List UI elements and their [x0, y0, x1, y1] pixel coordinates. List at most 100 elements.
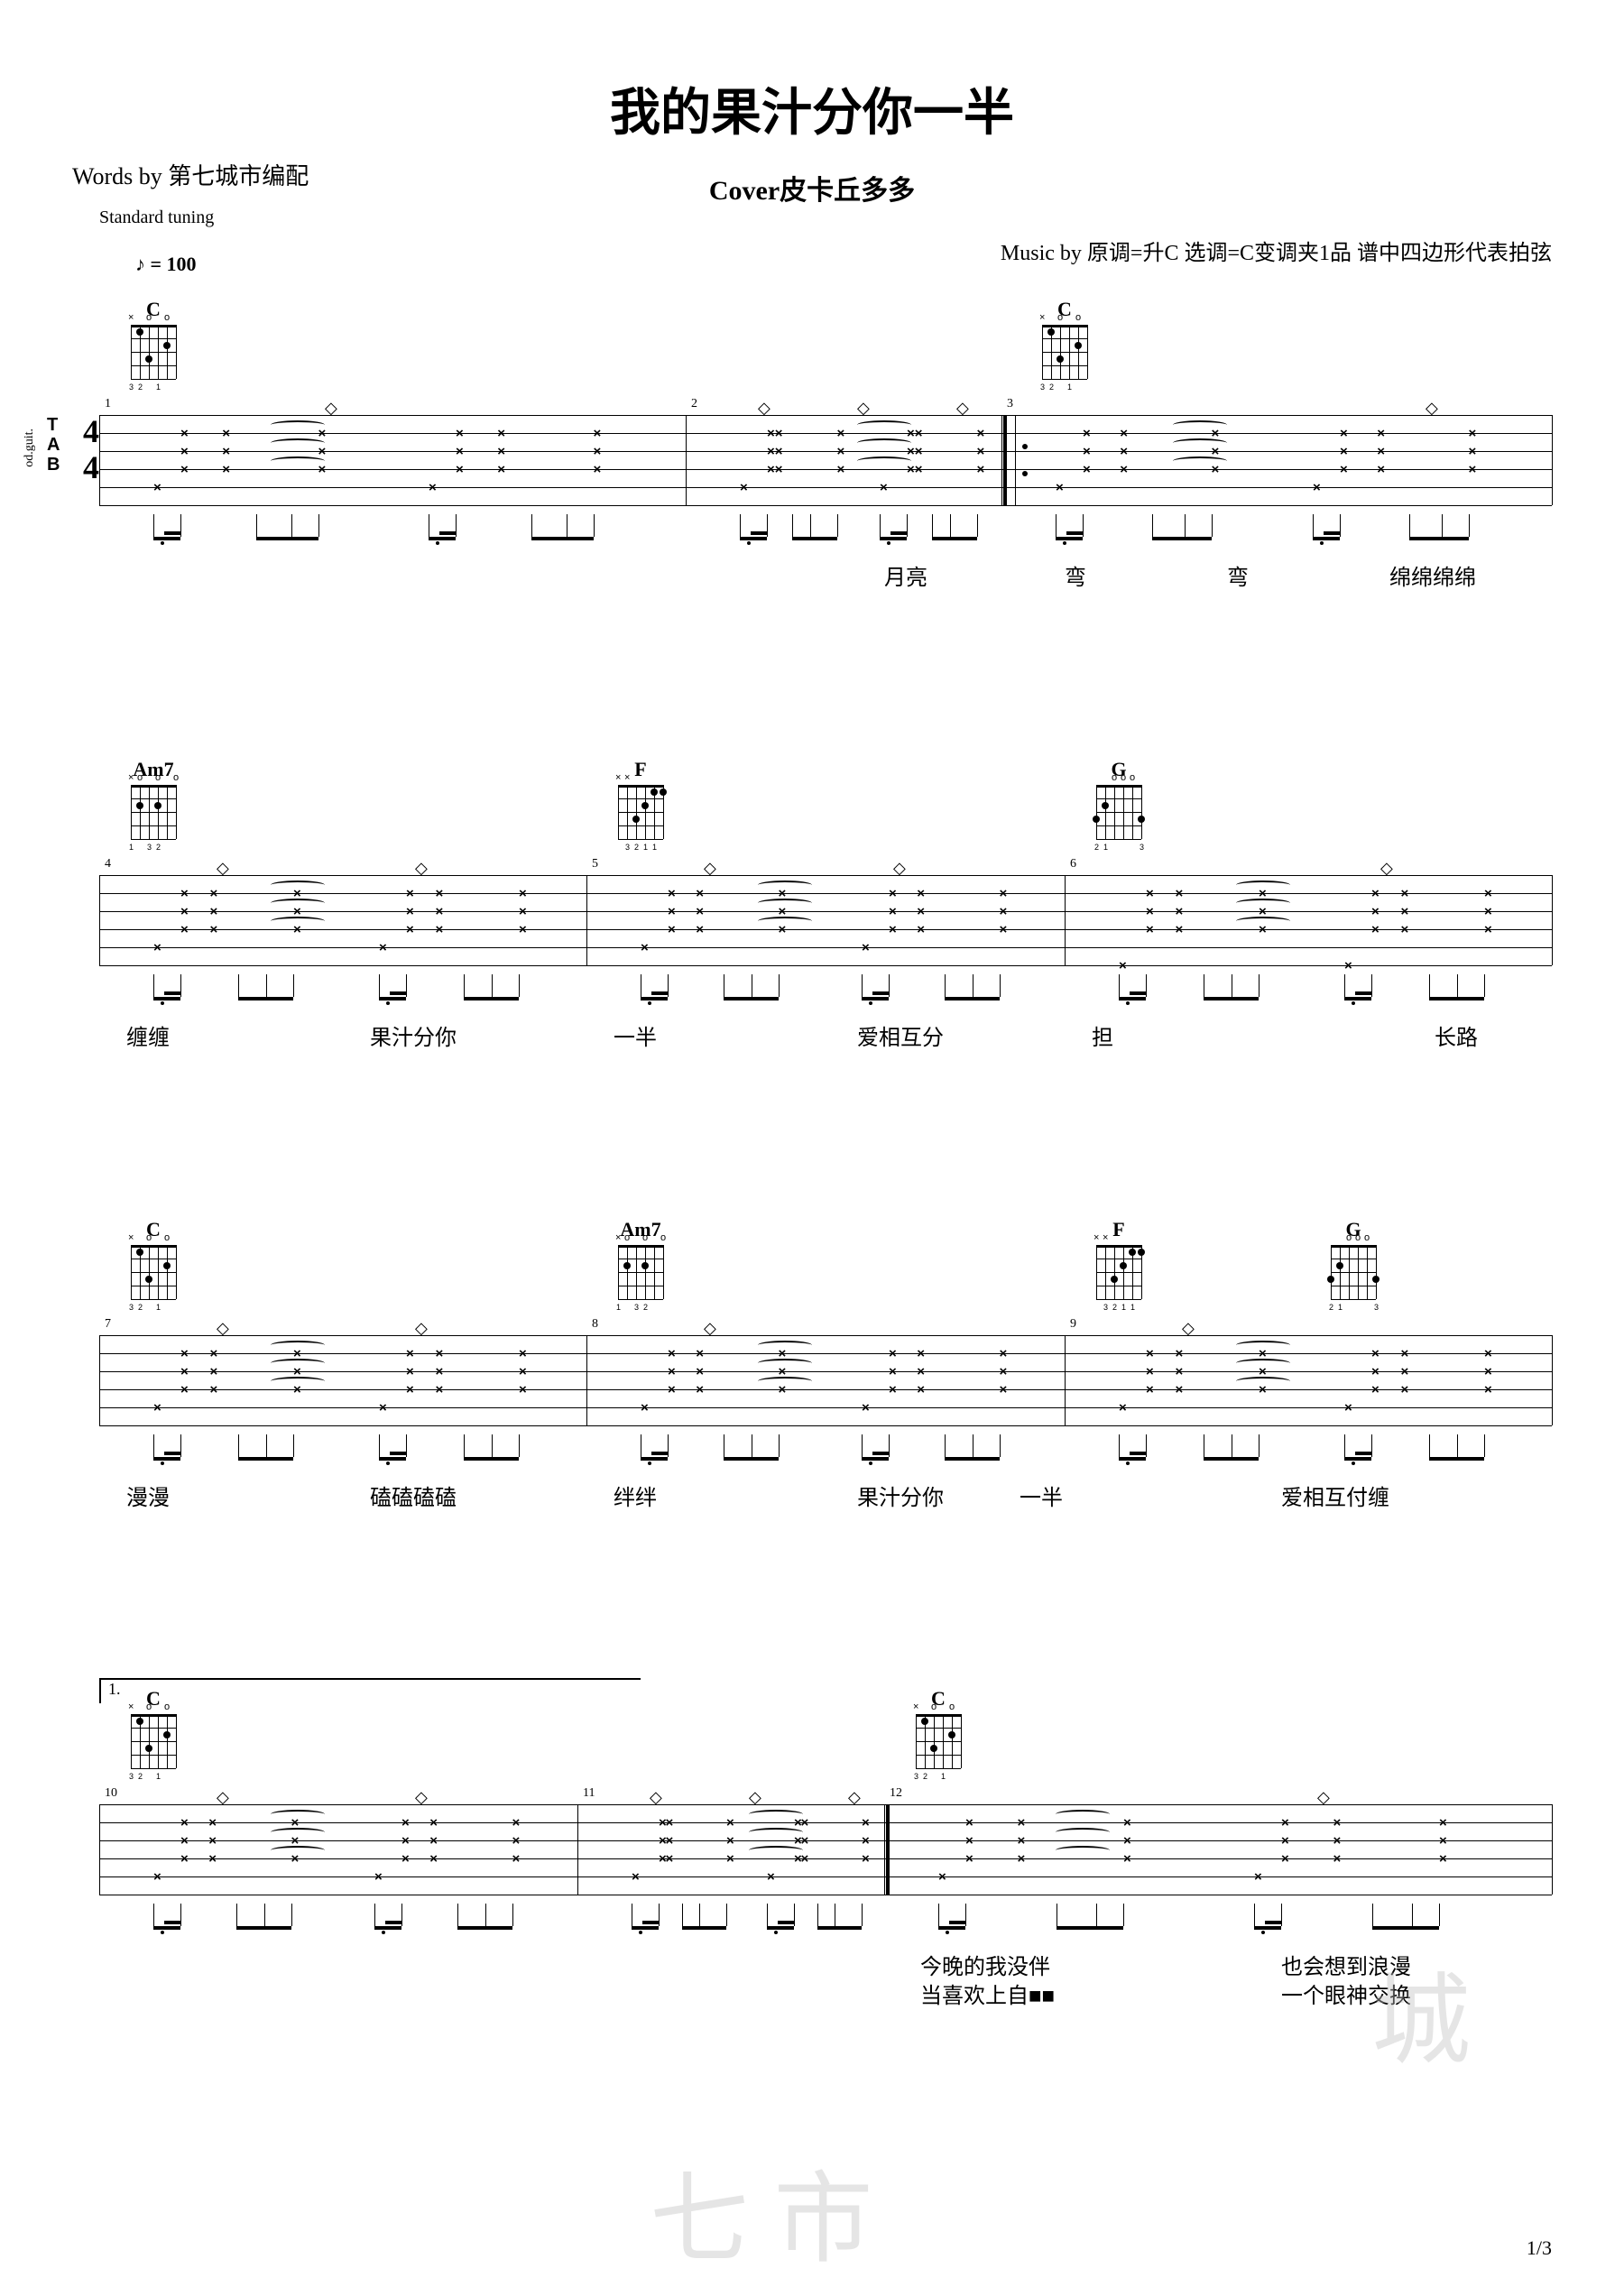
lyric: 绵绵绵绵 [1389, 559, 1476, 591]
tab-mark: × [1401, 904, 1409, 919]
tab-mark: × [889, 904, 897, 919]
tab-mark: × [668, 886, 676, 901]
lyric: 弯 [1065, 559, 1086, 591]
tab-mark: × [208, 1815, 217, 1830]
tab-mark: × [379, 940, 387, 955]
tab-mark: × [1000, 922, 1008, 937]
tie [758, 1377, 812, 1386]
tab-mark: × [1371, 922, 1379, 937]
tab-mark: × [668, 1382, 676, 1397]
tab-mark: × [1344, 958, 1352, 973]
barline [1552, 1335, 1553, 1425]
tab-mark: × [1377, 462, 1385, 477]
tab-mark: × [889, 1364, 897, 1379]
barline [686, 415, 687, 505]
tab-mark: × [208, 1851, 217, 1867]
chord-name: F [1092, 1218, 1146, 1241]
tab-mark: × [767, 444, 775, 459]
tie [271, 420, 325, 429]
lyric: 担 [1092, 1019, 1113, 1051]
tab-mark: × [1333, 1833, 1342, 1849]
tab-mark: × [740, 480, 748, 495]
tab-mark: × [1333, 1815, 1342, 1830]
tab-mark: × [1484, 886, 1492, 901]
tab-mark: × [436, 922, 444, 937]
chord-name: Am7 [126, 758, 180, 781]
tie [749, 1810, 803, 1819]
tie [1236, 1341, 1290, 1350]
barline [1065, 875, 1066, 965]
tie [758, 881, 812, 890]
strum-diamond: ◇ [956, 399, 969, 418]
tab-mark: × [917, 922, 925, 937]
chord-grid: ooo213 [1096, 785, 1141, 839]
tab-mark: × [210, 1382, 218, 1397]
chord-grid: ××3211 [1096, 1245, 1141, 1299]
tab-mark: × [406, 922, 414, 937]
tab-mark: × [1469, 462, 1477, 477]
bar-number: 10 [105, 1786, 117, 1801]
tab-mark: × [429, 1833, 438, 1849]
tab-mark: × [180, 444, 189, 459]
tie [1056, 1810, 1110, 1819]
tie [271, 456, 325, 466]
tab-mark: × [889, 1382, 897, 1397]
tie [749, 1846, 803, 1855]
tab-mark: × [406, 886, 414, 901]
barline [577, 1804, 578, 1895]
tab-mark: × [519, 886, 527, 901]
tab-mark: × [1333, 1851, 1342, 1867]
tab-mark: × [1439, 1815, 1447, 1830]
tab-mark: × [1439, 1833, 1447, 1849]
tab-mark: × [1146, 1346, 1154, 1361]
tab-mark: × [1056, 480, 1064, 495]
lyric: 漫漫 [126, 1480, 170, 1511]
tab-mark: × [862, 1400, 870, 1415]
tab-mark: × [180, 426, 189, 441]
chord-grid: ooo213 [1331, 1245, 1376, 1299]
tab-mark: × [153, 1400, 161, 1415]
tab-mark: × [696, 1382, 704, 1397]
tab-mark: × [1281, 1815, 1289, 1830]
chord-diagram-c: C×oo321 [126, 298, 180, 379]
tab-mark: × [1123, 1851, 1131, 1867]
words-by: Words by 第七城市编配 [72, 158, 309, 191]
tie [271, 1359, 325, 1368]
tab-mark: × [668, 1346, 676, 1361]
chord-grid: ×ooo132 [618, 1245, 663, 1299]
lyric: 果汁分你 [857, 1480, 944, 1511]
lyric: 弯 [1227, 559, 1249, 591]
strum-diamond: ◇ [217, 859, 229, 878]
tab-mark: × [1281, 1851, 1289, 1867]
bar-number: 12 [890, 1786, 902, 1801]
chord-name: C [126, 298, 180, 321]
tab-mark: × [1000, 1346, 1008, 1361]
tab-mark: × [1123, 1815, 1131, 1830]
page-number: 1/3 [1527, 2236, 1552, 2260]
tab-mark: × [666, 1815, 674, 1830]
bar-number: 8 [592, 1317, 598, 1332]
tab-mark: × [1340, 444, 1348, 459]
tab-mark: × [977, 444, 985, 459]
bar-number: 3 [1007, 397, 1013, 411]
tab-mark: × [775, 462, 783, 477]
chord-diagram-g: Gooo213 [1326, 1218, 1380, 1299]
tab-mark: × [1018, 1851, 1026, 1867]
lyric: 爱相互付缠 [1281, 1480, 1389, 1511]
tab-mark: × [1018, 1833, 1026, 1849]
chord-diagram-f: F××3211 [614, 758, 668, 839]
tab-mark: × [1340, 426, 1348, 441]
tab-mark: × [401, 1833, 410, 1849]
tab-mark: × [862, 1833, 870, 1849]
tab-mark: × [436, 1346, 444, 1361]
bar-number: 11 [583, 1786, 595, 1801]
tab-mark: × [1083, 462, 1091, 477]
tab-mark: × [696, 904, 704, 919]
tie [758, 1341, 812, 1350]
bar-number: 7 [105, 1317, 111, 1332]
tab-mark: × [519, 1346, 527, 1361]
strum-diamond: ◇ [1317, 1788, 1330, 1807]
barline [586, 875, 587, 965]
tab-mark: × [436, 1364, 444, 1379]
tab-mark: × [497, 444, 505, 459]
